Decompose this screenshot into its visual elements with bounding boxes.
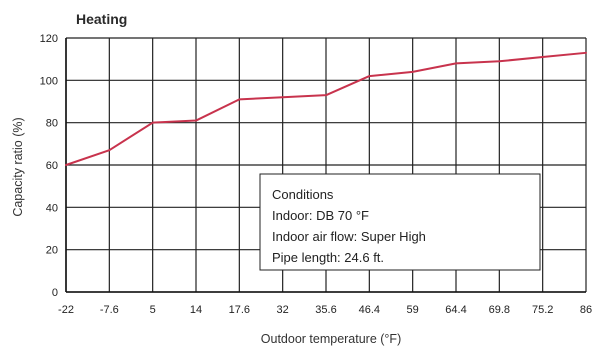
- y-tick-labels: 0 20 40 60 80 100 120: [40, 33, 58, 299]
- x-tick-label: 32: [277, 304, 289, 316]
- x-tick-label: 59: [407, 304, 419, 316]
- conditions-box-frame: [259, 173, 541, 271]
- y-axis-label: Capacity ratio (%): [11, 117, 25, 216]
- series-layer: [65, 51, 587, 166]
- conditions-indoor: Indoor: DB 70 °F: [272, 208, 369, 223]
- y-tick-label: 120: [40, 33, 58, 45]
- series-line: [65, 51, 587, 166]
- y-tick-label: 60: [46, 160, 58, 172]
- x-tick-labels: -22 -7.6 5 14 17.6 32 35.6 46.4 59 64.4 69.8 75.2 86: [58, 304, 592, 316]
- conditions-pipe-length: Pipe length: 24.6 ft.: [272, 250, 384, 265]
- x-axis-label: Outdoor temperature (°F): [261, 332, 401, 346]
- y-tick-label: 40: [46, 202, 58, 214]
- x-tick-label: 14: [190, 304, 202, 316]
- x-tick-label: 46.4: [359, 304, 380, 316]
- x-tick-label: 86: [580, 304, 592, 316]
- x-tick-label: 35.6: [315, 304, 336, 316]
- x-tick-label: 75.2: [532, 304, 553, 316]
- x-tick-label: 64.4: [445, 304, 466, 316]
- y-tick-label: 0: [52, 287, 58, 299]
- y-tick-label: 20: [46, 245, 58, 257]
- conditions-air-flow: Indoor air flow: Super High: [272, 229, 426, 244]
- y-tick-label: 80: [46, 118, 58, 130]
- x-tick-label: 17.6: [229, 304, 250, 316]
- chart-title: Heating: [76, 11, 127, 27]
- y-tick-label: 100: [40, 75, 58, 87]
- x-tick-label: -22: [58, 304, 74, 316]
- conditions-box: Conditions Indoor: DB 70 °F Indoor air f…: [259, 173, 541, 271]
- x-tick-label: 5: [150, 304, 156, 316]
- x-tick-label: 69.8: [489, 304, 510, 316]
- x-tick-label: -7.6: [100, 304, 119, 316]
- conditions-heading: Conditions: [272, 187, 334, 202]
